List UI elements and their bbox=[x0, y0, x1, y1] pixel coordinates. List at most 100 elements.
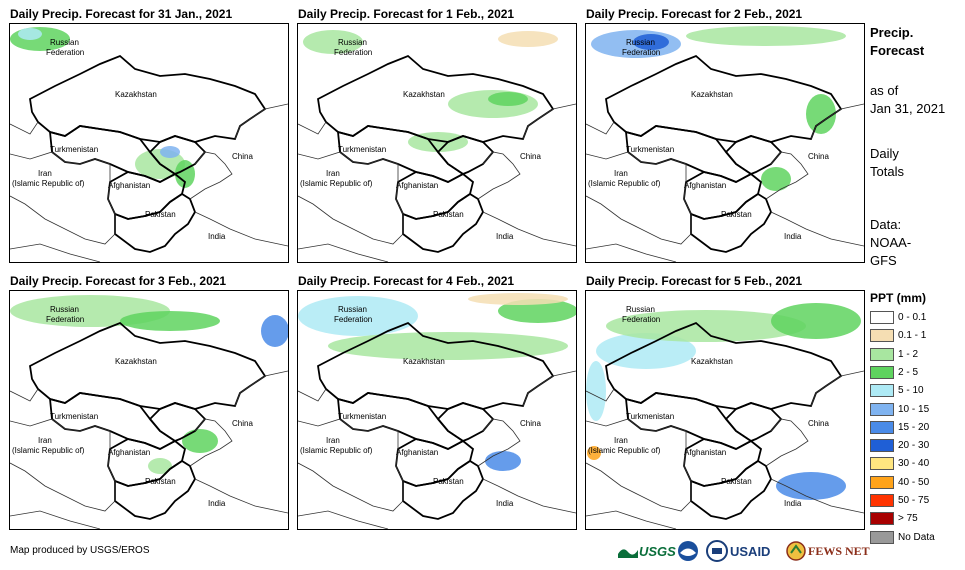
country-border bbox=[148, 402, 207, 443]
country-border bbox=[29, 321, 267, 410]
country-label: Pakistan bbox=[433, 210, 464, 219]
legend-label: 2 - 5 bbox=[898, 366, 919, 378]
country-label: Afghanistan bbox=[108, 448, 150, 457]
legend-item: 15 - 20 bbox=[870, 420, 929, 435]
country-border bbox=[724, 135, 783, 176]
country-label: Federation bbox=[334, 48, 372, 57]
country-label: Russian bbox=[626, 38, 655, 47]
panel-title: Daily Precip. Forecast for 3 Feb., 2021 bbox=[10, 274, 227, 288]
country-label: Russian bbox=[338, 38, 367, 47]
precip-area bbox=[498, 299, 576, 323]
country-label: India bbox=[496, 499, 514, 508]
legend-item: 30 - 40 bbox=[870, 456, 929, 471]
country-label: Iran bbox=[38, 169, 52, 178]
country-border bbox=[810, 103, 864, 140]
country-label: Pakistan bbox=[145, 477, 176, 486]
legend-item: 20 - 30 bbox=[870, 438, 929, 453]
daily-totals-note: Daily Totals bbox=[870, 146, 904, 179]
country-label: Afghanistan bbox=[396, 448, 438, 457]
country-border bbox=[189, 418, 233, 467]
usgs-wave-icon bbox=[618, 549, 638, 558]
precip-area bbox=[160, 146, 180, 158]
country-label: Kazakhstan bbox=[691, 357, 733, 366]
precip-area bbox=[18, 28, 42, 40]
country-label: Kazakhstan bbox=[115, 357, 157, 366]
legend-title: PPT (mm) bbox=[870, 291, 927, 305]
country-border bbox=[765, 418, 809, 467]
usaid-seal-icon bbox=[706, 540, 728, 562]
country-border bbox=[522, 370, 576, 407]
country-border bbox=[477, 151, 521, 200]
country-label: Federation bbox=[46, 315, 84, 324]
legend-item: 5 - 10 bbox=[870, 383, 924, 398]
country-border bbox=[234, 103, 288, 140]
country-label: Federation bbox=[46, 48, 84, 57]
country-border bbox=[10, 121, 39, 135]
country-label: Pakistan bbox=[433, 477, 464, 486]
legend-item: 0 - 0.1 bbox=[870, 310, 926, 325]
legend-item: No Data bbox=[870, 530, 935, 545]
forecast-map-1: Russian Federation Kazakhstan Turkmenistan I… bbox=[9, 23, 289, 263]
legend-label: 20 - 30 bbox=[898, 440, 930, 452]
precip-area bbox=[485, 451, 521, 471]
country-border bbox=[586, 388, 615, 402]
legend-label: 0.1 - 1 bbox=[898, 330, 927, 342]
country-border bbox=[148, 135, 207, 176]
country-label: Iran bbox=[614, 436, 628, 445]
precip-area bbox=[182, 429, 218, 453]
country-border bbox=[10, 418, 116, 512]
country-label: Pakistan bbox=[145, 210, 176, 219]
forecast-map-5: Russian Federation Kazakhstan Turkmenistan I… bbox=[297, 290, 577, 530]
legend-label: No Data bbox=[898, 531, 935, 543]
precip-area bbox=[776, 472, 846, 500]
legend-item: 40 - 50 bbox=[870, 475, 929, 490]
legend-label: 10 - 15 bbox=[898, 403, 930, 415]
credit-text: Map produced by USGS/EROS bbox=[10, 545, 150, 556]
country-label: India bbox=[784, 232, 802, 241]
legend-item: > 75 bbox=[870, 511, 918, 526]
country-border bbox=[298, 121, 327, 135]
country-label: China bbox=[232, 152, 253, 161]
country-label: India bbox=[784, 499, 802, 508]
country-label: (Islamic Republic of) bbox=[12, 179, 85, 188]
country-border bbox=[690, 459, 772, 520]
fewsnet-icon bbox=[786, 541, 806, 561]
country-label: Iran bbox=[614, 169, 628, 178]
country-label: Iran bbox=[326, 169, 340, 178]
country-border bbox=[298, 243, 389, 262]
country-border bbox=[10, 388, 39, 402]
country-label: Federation bbox=[622, 315, 660, 324]
legend-swatch bbox=[870, 494, 894, 507]
country-border bbox=[234, 370, 288, 407]
panel-title: Daily Precip. Forecast for 2 Feb., 2021 bbox=[586, 7, 803, 21]
country-border bbox=[624, 125, 753, 183]
country-border bbox=[298, 388, 327, 402]
country-border bbox=[586, 121, 615, 135]
country-border bbox=[765, 151, 809, 200]
country-label: Russian bbox=[50, 38, 79, 47]
country-border bbox=[770, 211, 864, 247]
country-border bbox=[189, 151, 233, 200]
as-of-date: as of Jan 31, 2021 bbox=[870, 83, 946, 116]
country-label: India bbox=[208, 499, 226, 508]
country-label: Kazakhstan bbox=[403, 357, 445, 366]
precip-area bbox=[633, 34, 669, 50]
country-label: Federation bbox=[334, 315, 372, 324]
legend-label: 15 - 20 bbox=[898, 421, 930, 433]
country-label: Pakistan bbox=[721, 477, 752, 486]
country-label: India bbox=[208, 232, 226, 241]
country-label: (Islamic Republic of) bbox=[588, 446, 661, 455]
country-border bbox=[194, 478, 288, 514]
precip-area bbox=[606, 310, 806, 342]
precip-area bbox=[498, 31, 558, 47]
country-border bbox=[690, 192, 772, 253]
country-label: Russian bbox=[50, 305, 79, 314]
legend-swatch bbox=[870, 347, 894, 361]
precip-area bbox=[596, 333, 696, 369]
country-border bbox=[402, 192, 484, 253]
country-border bbox=[624, 392, 753, 450]
country-label: Iran bbox=[38, 436, 52, 445]
